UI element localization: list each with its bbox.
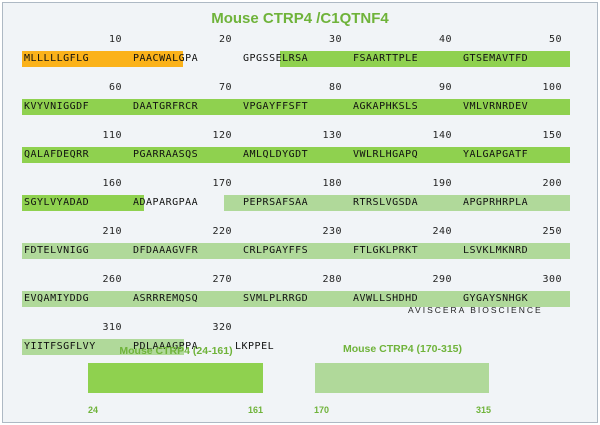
- sequence-block: LKPPEL: [235, 341, 275, 352]
- construct-start-24: 24: [88, 405, 99, 415]
- sequence-block: PGARRAASQS: [133, 149, 199, 160]
- position-number: 150: [542, 130, 562, 141]
- sequence-block: YALGAPGATF: [463, 149, 529, 160]
- position-number: 240: [432, 226, 452, 237]
- sequence-block: PAACWALGPA: [133, 53, 199, 64]
- sequence-block: MLLLLLGFLG: [24, 53, 90, 64]
- sequence-block: RTRSLVGSDA: [353, 197, 419, 208]
- construct-bar-170-315: [315, 363, 489, 393]
- sequence-block: GYGAYSNHGK: [463, 293, 529, 304]
- position-number: 290: [432, 274, 452, 285]
- sequence-row: EVQAMIYDDG ASRRREMQSQ SVMLPLRRGD AVWLLSHDHD…: [0, 291, 600, 307]
- position-number: 50: [548, 34, 562, 45]
- position-number: 200: [542, 178, 562, 189]
- position-number: 180: [322, 178, 342, 189]
- figure-title: Mouse CTRP4 /C1QTNF4: [211, 10, 389, 27]
- position-number: 60: [108, 82, 122, 93]
- position-number: 90: [438, 82, 452, 93]
- sequence-row: FDTELVNIGG DFDAAAGVFR CRLPGAYFFS FTLGKLPRKT…: [0, 243, 600, 259]
- domain1-highlight: [22, 99, 570, 115]
- sequence-block: AGKAPHKSLS: [353, 101, 419, 112]
- sequence-block: QALAFDEQRR: [24, 149, 90, 160]
- sequence-block: APGPRHRPLA: [463, 197, 529, 208]
- sequence-block: FSAARTTPLE: [353, 53, 419, 64]
- signal-highlight: [22, 51, 183, 67]
- sequence-block: VMLVRNRDEV: [463, 101, 529, 112]
- position-number: 170: [212, 178, 232, 189]
- sequence-block: ADAPARGPAA: [133, 197, 199, 208]
- sequence-block: VPGAYFFSFT: [243, 101, 309, 112]
- sequence-row: YIITFSGFLVY PDLAAAGPPA LKPPEL: [0, 339, 600, 355]
- position-number: 160: [102, 178, 122, 189]
- position-number: 230: [322, 226, 342, 237]
- domain2-highlight: [224, 195, 570, 211]
- domain1-highlight: [22, 195, 144, 211]
- sequence-block: DFDAAAGVFR: [133, 245, 199, 256]
- position-number: 120: [212, 130, 232, 141]
- construct-end-161: 161: [248, 405, 264, 415]
- domain1-highlight: [22, 147, 570, 163]
- sequence-row: KVYVNIGGDF DAATGRFRCR VPGAYFFSFT AGKAPHKSLS…: [0, 99, 600, 115]
- position-number: 70: [218, 82, 232, 93]
- sequence-row: QALAFDEQRR PGARRAASQS AMLQLDYGDT VWLRLHGAPQ…: [0, 147, 600, 163]
- position-number: 220: [212, 226, 232, 237]
- sequence-block: PEPRSAFSAA: [243, 197, 309, 208]
- sequence-block: EVQAMIYDDG: [24, 293, 90, 304]
- sequence-block: LSVKLMKNRD: [463, 245, 529, 256]
- sequence-row: MLLLLLGFLG PAACWALGPA GPGSSELRSA FSAARTTPLE…: [0, 51, 600, 67]
- sequence-block: YIITFSGFLVY: [24, 341, 96, 352]
- position-number-row: 310 320: [0, 322, 600, 336]
- construct-bar-24-161: [88, 363, 263, 393]
- position-number: 80: [328, 82, 342, 93]
- position-number: 130: [322, 130, 342, 141]
- sequence-block: ASRRREMQSQ: [133, 293, 199, 304]
- domain2-highlight: [22, 339, 184, 355]
- position-number: 320: [212, 322, 232, 333]
- position-number: 270: [212, 274, 232, 285]
- sequence-row: SGYLVYADAD ADAPARGPAA PEPRSAFSAA RTRSLVGSDA…: [0, 195, 600, 211]
- construct-end-315: 315: [476, 405, 492, 415]
- sequence-block: CRLPGAYFFS: [243, 245, 309, 256]
- sequence-block: SGYLVYADAD: [24, 197, 90, 208]
- domain2-highlight: [22, 291, 570, 307]
- domain2-highlight: [22, 243, 570, 259]
- sequence-block: GPGSSELRSA: [243, 53, 309, 64]
- position-number: 110: [102, 130, 122, 141]
- domain1-highlight: [280, 51, 570, 67]
- position-number-row: 160 170 180 190 200: [0, 178, 600, 192]
- position-number: 100: [542, 82, 562, 93]
- position-number: 260: [102, 274, 122, 285]
- position-number: 140: [432, 130, 452, 141]
- sequence-block: VWLRLHGAPQ: [353, 149, 419, 160]
- construct-label-24-161: Mouse CTRP4 (24-161): [119, 345, 233, 357]
- sequence-block: AVWLLSHDHD: [353, 293, 419, 304]
- sequence-block: AMLQLDYGDT: [243, 149, 309, 160]
- construct-start-170: 170: [314, 405, 330, 415]
- sequence-block: DAATGRFRCR: [133, 101, 199, 112]
- position-number: 280: [322, 274, 342, 285]
- position-number: 190: [432, 178, 452, 189]
- position-number: 250: [542, 226, 562, 237]
- position-number-row: 110 120 130 140 150: [0, 130, 600, 144]
- sequence-block: GTSEMAVTFD: [463, 53, 529, 64]
- sequence-block: KVYVNIGGDF: [24, 101, 90, 112]
- sequence-block: PDLAAAGPPA: [133, 341, 199, 352]
- sequence-block: FDTELVNIGG: [24, 245, 90, 256]
- position-number: 10: [108, 34, 122, 45]
- sequence-block: SVMLPLRRGD: [243, 293, 309, 304]
- position-number-row: 210 220 230 240 250: [0, 226, 600, 240]
- position-number-row: 260 270 280 290 300: [0, 274, 600, 288]
- position-number: 20: [218, 34, 232, 45]
- position-number: 40: [438, 34, 452, 45]
- position-number-row: 60 70 80 90 100: [0, 82, 600, 96]
- position-number-row: 10 20 30 40 50: [0, 34, 600, 48]
- position-number: 30: [328, 34, 342, 45]
- sequence-block: FTLGKLPRKT: [353, 245, 419, 256]
- construct-label-170-315: Mouse CTRP4 (170-315): [342, 343, 463, 355]
- company-credit: AVISCERA BIOSCIENCE: [408, 305, 543, 315]
- position-number: 210: [102, 226, 122, 237]
- position-number: 300: [542, 274, 562, 285]
- position-number: 310: [102, 322, 122, 333]
